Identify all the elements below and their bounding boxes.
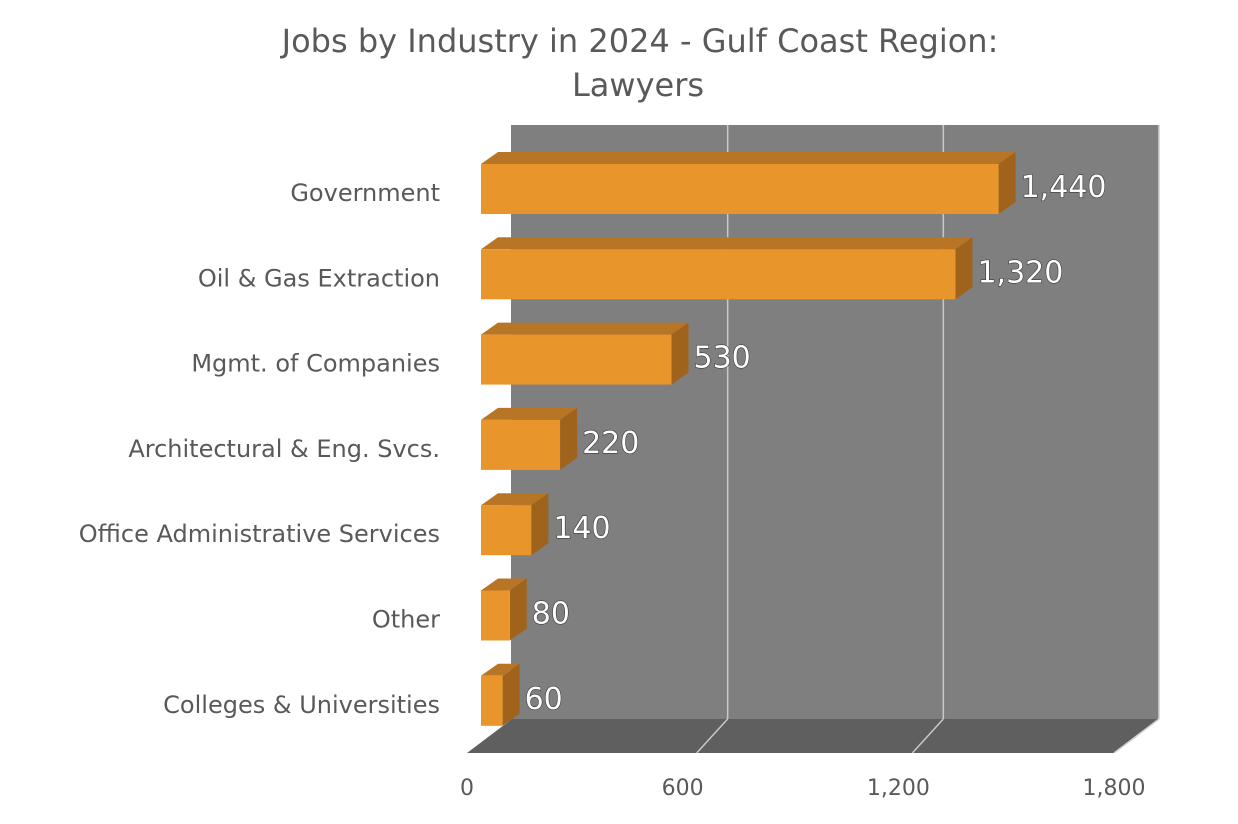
data-label: 530 xyxy=(694,341,751,376)
floor-gridline xyxy=(911,718,944,754)
bar-side-face xyxy=(509,578,527,641)
data-label: 80 xyxy=(532,597,570,632)
bar-side-face xyxy=(955,237,973,300)
category-label: Mgmt. of Companies xyxy=(191,350,440,378)
bar-top-face xyxy=(481,237,973,250)
floor xyxy=(467,719,1159,753)
bar-front-face xyxy=(481,505,532,556)
bar xyxy=(481,578,527,641)
bars xyxy=(481,152,1016,726)
back-wall xyxy=(511,125,1159,719)
bar-side-face xyxy=(560,407,578,470)
bar-front-face xyxy=(481,249,956,300)
bar xyxy=(481,237,973,300)
bar-side-face xyxy=(502,663,520,726)
bar-side-face xyxy=(998,152,1016,214)
x-tick-label: 1,200 xyxy=(867,776,930,801)
data-label: 1,440 xyxy=(1021,170,1107,205)
data-label: 1,320 xyxy=(977,255,1063,290)
bar-top-face xyxy=(481,578,527,591)
category-label: Oil & Gas Extraction xyxy=(198,264,440,292)
bar xyxy=(481,663,520,726)
bar-top-face xyxy=(481,152,1016,164)
bar xyxy=(481,152,1016,214)
bar-front-face xyxy=(481,419,561,470)
bar xyxy=(481,322,689,385)
chart-title: Jobs by Industry in 2024 - Gulf Coast Re… xyxy=(280,22,999,60)
x-tick-label: 1,800 xyxy=(1083,776,1146,801)
category-label: Office Administrative Services xyxy=(79,520,440,548)
bar-side-face xyxy=(671,322,689,385)
bar-top-face xyxy=(481,407,578,420)
category-label: Colleges & Universities xyxy=(163,691,440,719)
x-tick-label: 600 xyxy=(662,776,704,801)
bar-top-face xyxy=(481,493,549,506)
category-label: Architectural & Eng. Svcs. xyxy=(128,435,440,463)
plot-back-wall xyxy=(511,125,1160,719)
x-axis-tick-labels: 0 600 1,200 1,800 xyxy=(460,776,1145,801)
data-labels: 1,440 1,320 530 220 140 80 60 xyxy=(524,169,1107,717)
floor-gridline xyxy=(696,718,729,754)
category-labels: Government Oil & Gas Extraction Mgmt. of C… xyxy=(79,179,440,719)
data-label: 60 xyxy=(525,682,563,717)
bar xyxy=(481,493,549,556)
bar-front-face xyxy=(481,164,999,214)
floor-edge xyxy=(1113,718,1160,754)
bar-top-face xyxy=(481,322,689,335)
gridlines xyxy=(726,125,945,719)
bar-front-face xyxy=(481,675,503,726)
bar-top-face xyxy=(481,663,520,676)
bar-front-face xyxy=(481,590,510,641)
data-label: 220 xyxy=(582,426,639,461)
plot-floor xyxy=(467,718,1160,754)
category-label: Other xyxy=(372,606,440,634)
chart-subtitle: Lawyers xyxy=(572,66,704,104)
x-tick-label: 0 xyxy=(460,776,474,801)
data-label: 140 xyxy=(553,511,610,546)
bar xyxy=(481,407,578,470)
bar-side-face xyxy=(531,493,549,556)
category-label: Government xyxy=(290,179,440,207)
bar-front-face xyxy=(481,334,672,385)
